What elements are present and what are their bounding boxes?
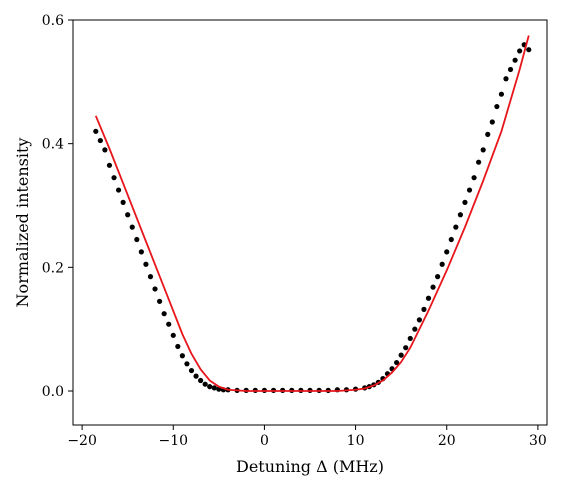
data-point bbox=[198, 377, 204, 384]
fit-line bbox=[94, 35, 530, 392]
data-point bbox=[430, 284, 436, 290]
data-point bbox=[457, 212, 463, 218]
y-axis-label: Normalized intensity bbox=[13, 138, 32, 308]
y-tick-label: 0.0 bbox=[42, 384, 64, 400]
data-point bbox=[439, 261, 445, 267]
data-point bbox=[111, 175, 117, 181]
data-point bbox=[93, 128, 99, 134]
data-point bbox=[416, 317, 422, 323]
data-point bbox=[407, 335, 413, 342]
data-point bbox=[129, 224, 135, 230]
data-point bbox=[444, 249, 450, 255]
data-point bbox=[412, 326, 418, 332]
data-point bbox=[170, 332, 176, 338]
data-point bbox=[421, 306, 427, 312]
x-tick-label: 20 bbox=[438, 433, 456, 449]
data-point bbox=[453, 224, 459, 230]
data-point bbox=[466, 187, 473, 193]
data-point bbox=[138, 249, 144, 255]
data-point bbox=[480, 147, 486, 153]
data-point bbox=[425, 295, 432, 301]
data-point bbox=[462, 199, 468, 205]
data-point bbox=[161, 311, 167, 317]
y-tick-label: 0.2 bbox=[42, 260, 64, 276]
data-point bbox=[179, 353, 185, 359]
data-point bbox=[143, 261, 149, 267]
data-point bbox=[517, 48, 523, 54]
x-tick-label: 0 bbox=[260, 433, 269, 449]
y-tick-label: 0.4 bbox=[42, 137, 64, 153]
data-point bbox=[403, 345, 409, 351]
x-tick-label: 10 bbox=[347, 433, 365, 449]
y-tick-label: 0.6 bbox=[42, 13, 64, 29]
data-point bbox=[106, 162, 113, 168]
plot-frame bbox=[72, 19, 548, 426]
data-point bbox=[503, 76, 509, 82]
data-point bbox=[102, 147, 108, 153]
data-point bbox=[485, 131, 491, 137]
data-point bbox=[152, 286, 158, 292]
data-point bbox=[202, 381, 208, 387]
data-point bbox=[184, 361, 190, 367]
data-point bbox=[435, 274, 441, 280]
x-axis-label: Detuning Δ (MHz) bbox=[236, 457, 384, 476]
data-point bbox=[175, 343, 181, 350]
data-point bbox=[498, 91, 505, 97]
x-tick-label: −20 bbox=[67, 433, 97, 449]
data-point bbox=[97, 137, 103, 144]
data-point bbox=[398, 352, 404, 358]
data-point bbox=[526, 47, 532, 53]
data-point bbox=[494, 103, 500, 110]
data-point bbox=[448, 236, 454, 243]
data-point bbox=[193, 373, 199, 379]
data-point bbox=[471, 175, 477, 181]
data-point bbox=[207, 384, 213, 390]
data-marks bbox=[93, 35, 532, 393]
x-tick-label: 30 bbox=[529, 433, 547, 449]
data-point bbox=[394, 359, 400, 366]
x-tick-label: −10 bbox=[158, 433, 188, 449]
axes: −20 −10 0 10 20 30 0.0 0.2 0.4 0.6 bbox=[42, 13, 548, 449]
data-point bbox=[166, 321, 172, 327]
data-point bbox=[134, 236, 140, 243]
data-point bbox=[147, 274, 154, 280]
data-point bbox=[507, 66, 514, 73]
data-point bbox=[188, 367, 195, 374]
data-point bbox=[157, 298, 163, 304]
data-point bbox=[115, 187, 122, 193]
data-point bbox=[211, 385, 217, 391]
data-point bbox=[476, 159, 482, 165]
data-point bbox=[489, 119, 495, 125]
data-point bbox=[125, 212, 131, 218]
data-point bbox=[512, 57, 518, 63]
data-point bbox=[120, 199, 126, 205]
